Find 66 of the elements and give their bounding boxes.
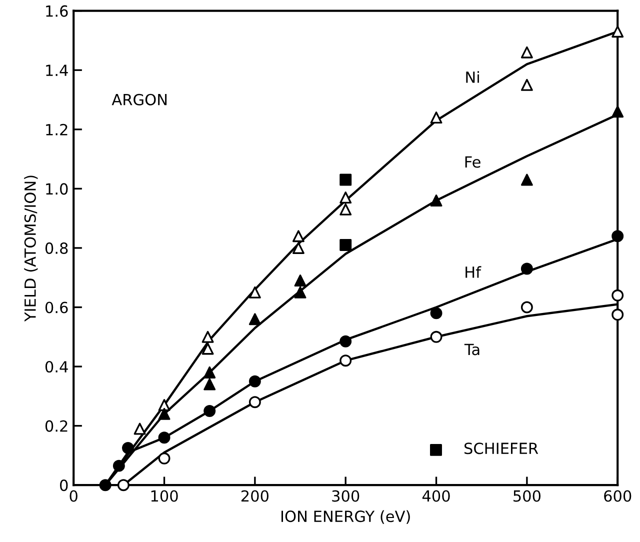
point bbox=[99, 479, 112, 492]
point bbox=[202, 330, 214, 343]
point bbox=[520, 78, 533, 91]
series-label: Fe bbox=[465, 156, 480, 168]
y-tick-label: 0.8 bbox=[45, 242, 68, 254]
point bbox=[204, 378, 216, 390]
point bbox=[122, 442, 134, 454]
point bbox=[248, 286, 261, 298]
y-axis-title: YIELD (ATOMS/ION) bbox=[24, 176, 38, 322]
point bbox=[134, 422, 146, 435]
x-tick-label: 200 bbox=[241, 490, 268, 502]
legend-label: SCHIEFER bbox=[464, 442, 538, 454]
point bbox=[158, 452, 170, 464]
series-label: Hf bbox=[466, 266, 482, 278]
point bbox=[430, 307, 442, 320]
point bbox=[520, 262, 533, 275]
point bbox=[204, 405, 216, 417]
point bbox=[340, 174, 352, 186]
point bbox=[430, 194, 442, 207]
point bbox=[112, 460, 125, 472]
point bbox=[612, 230, 624, 242]
point bbox=[158, 432, 170, 444]
x-tick-label: 100 bbox=[151, 490, 178, 502]
y-tick-label: 1.2 bbox=[46, 124, 68, 136]
annotation: ARGON bbox=[112, 94, 167, 106]
point bbox=[158, 408, 170, 420]
point bbox=[520, 174, 533, 186]
x-tick-label: 400 bbox=[422, 490, 450, 502]
point bbox=[612, 26, 624, 38]
point bbox=[248, 375, 261, 388]
point bbox=[430, 112, 442, 124]
point bbox=[204, 366, 216, 378]
point bbox=[340, 335, 352, 348]
point bbox=[294, 286, 306, 298]
series-label: Ni bbox=[466, 71, 479, 83]
point bbox=[612, 106, 624, 118]
point bbox=[202, 342, 214, 355]
point bbox=[248, 313, 261, 326]
series-label: Ta bbox=[464, 344, 480, 356]
y-tick-label: 1.6 bbox=[46, 5, 68, 17]
x-tick-label: 0 bbox=[70, 490, 78, 502]
y-tick-label: 1.0 bbox=[46, 183, 68, 195]
point bbox=[430, 330, 442, 343]
x-tick-label: 600 bbox=[604, 490, 632, 502]
point bbox=[340, 192, 352, 204]
point bbox=[294, 274, 306, 287]
y-tick-label: 0.4 bbox=[45, 360, 68, 373]
point bbox=[520, 301, 533, 314]
point bbox=[340, 239, 352, 251]
point bbox=[340, 354, 352, 367]
point bbox=[520, 46, 533, 58]
y-tick-label: 1.4 bbox=[46, 64, 68, 76]
point bbox=[292, 230, 304, 242]
point bbox=[612, 289, 624, 302]
x-axis-title: ION ENERGY (eV) bbox=[281, 510, 410, 524]
point bbox=[340, 203, 352, 216]
x-tick-label: 300 bbox=[332, 490, 360, 502]
y-tick-label: 0.2 bbox=[45, 420, 68, 432]
x-tick-label: 500 bbox=[514, 490, 540, 502]
point bbox=[117, 479, 130, 492]
y-tick-label: 0 bbox=[60, 480, 68, 492]
y-tick-label: 0.6 bbox=[45, 302, 68, 314]
point bbox=[158, 399, 170, 412]
point bbox=[612, 308, 624, 321]
point bbox=[292, 242, 304, 254]
point bbox=[248, 396, 261, 408]
